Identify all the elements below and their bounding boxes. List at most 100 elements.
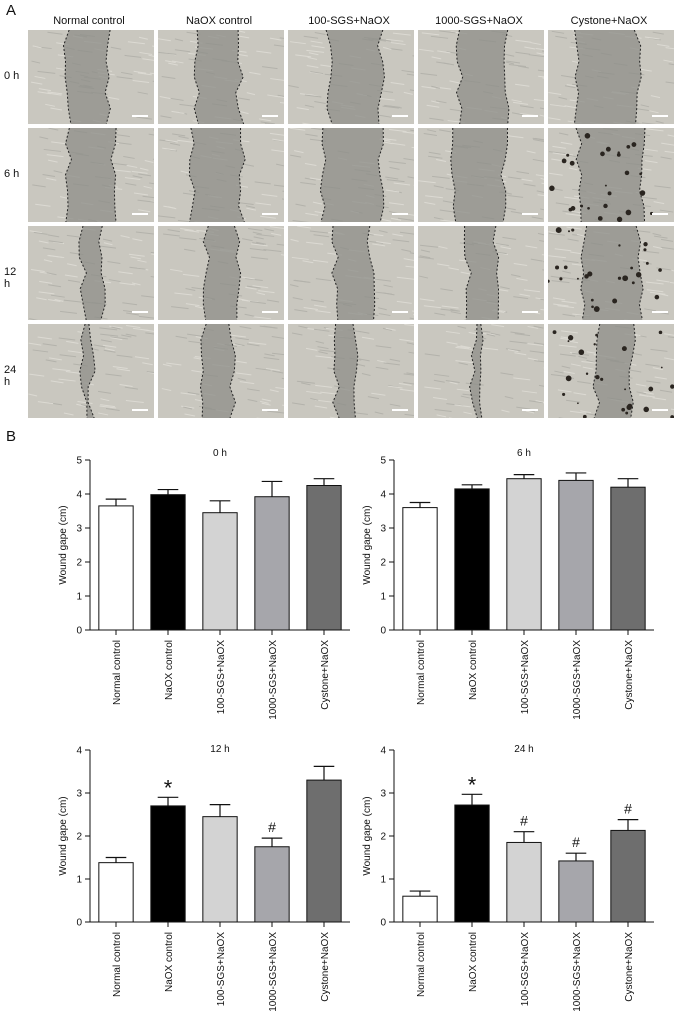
y-tick-label: 4 bbox=[380, 490, 386, 501]
bar bbox=[306, 779, 342, 923]
micrograph-image bbox=[288, 128, 414, 222]
micrograph-image bbox=[158, 324, 284, 418]
y-axis-label: Wound gape (cm) bbox=[58, 796, 69, 875]
micrograph-image bbox=[288, 226, 414, 320]
x-tick-label: NaOX control bbox=[164, 640, 175, 700]
y-tick-label: 3 bbox=[76, 524, 82, 535]
y-tick-label: 3 bbox=[380, 524, 386, 535]
y-tick-label: 1 bbox=[380, 592, 386, 603]
bar-charts: 0 1 2 3 4 5 Wound gape (cm) 0 h Normal control Na… bbox=[58, 448, 654, 1012]
x-tick-label: Cystone+NaOX bbox=[624, 640, 635, 710]
x-tick-label: 100-SGS+NaOX bbox=[216, 640, 227, 715]
micrograph-image bbox=[418, 30, 544, 124]
y-tick-label: 5 bbox=[76, 456, 82, 467]
x-tick-label: Normal control bbox=[112, 932, 123, 997]
x-tick-label: 1000-SGS+NaOX bbox=[572, 932, 583, 1012]
bar bbox=[506, 841, 542, 923]
bar bbox=[306, 485, 342, 631]
bar-chart: 0 1 2 3 4 Wound gape (cm) 24 h Normal control Na… bbox=[362, 744, 654, 1012]
y-tick-label: 5 bbox=[380, 456, 386, 467]
bar bbox=[610, 486, 646, 631]
bar bbox=[150, 494, 186, 631]
x-tick-label: Cystone+NaOX bbox=[624, 932, 635, 1002]
bar bbox=[610, 829, 646, 923]
micrograph-image bbox=[418, 226, 544, 320]
y-axis-label: Wound gape (cm) bbox=[362, 796, 373, 875]
micrograph-column-header: Normal control bbox=[53, 15, 125, 27]
micrograph-image bbox=[28, 30, 154, 124]
chart-title: 24 h bbox=[514, 744, 533, 755]
micrograph-image bbox=[158, 226, 284, 320]
y-tick-label: 1 bbox=[380, 875, 386, 886]
micrograph-image bbox=[28, 226, 154, 320]
micrograph-image bbox=[418, 128, 544, 222]
bar bbox=[506, 478, 542, 631]
y-axis-label: Wound gape (cm) bbox=[362, 505, 373, 584]
y-tick-label: 2 bbox=[380, 558, 386, 569]
micrograph-image bbox=[28, 324, 154, 418]
y-tick-label: 2 bbox=[76, 832, 82, 843]
panel-a-label: A bbox=[6, 2, 17, 19]
x-tick-label: 100-SGS+NaOX bbox=[520, 932, 531, 1007]
micrograph-image bbox=[548, 128, 674, 222]
bar bbox=[558, 479, 594, 631]
micrograph-image bbox=[28, 128, 154, 222]
micrograph-image bbox=[548, 226, 674, 320]
micrograph-image bbox=[158, 30, 284, 124]
micrograph-image bbox=[288, 324, 414, 418]
x-tick-label: Normal control bbox=[112, 640, 123, 705]
bar bbox=[254, 496, 290, 631]
y-tick-label: 2 bbox=[76, 558, 82, 569]
y-tick-label: 1 bbox=[76, 875, 82, 886]
micrograph-column-header: NaOX control bbox=[185, 15, 253, 27]
micrograph-image bbox=[418, 324, 544, 418]
micrograph-image bbox=[548, 30, 674, 124]
bar bbox=[202, 816, 238, 923]
x-tick-label: 1000-SGS+NaOX bbox=[572, 640, 583, 720]
bar bbox=[454, 804, 490, 923]
y-tick-label: 1 bbox=[76, 592, 82, 603]
y-tick-label: 3 bbox=[76, 789, 82, 800]
chart-title: 12 h bbox=[210, 744, 229, 755]
significance-mark: * bbox=[164, 775, 173, 800]
x-tick-label: 100-SGS+NaOX bbox=[520, 640, 531, 715]
bar-chart: 0 1 2 3 4 5 Wound gape (cm) 6 h Normal control Na… bbox=[362, 448, 654, 720]
x-tick-label: 1000-SGS+NaOX bbox=[268, 640, 279, 720]
significance-mark: # bbox=[520, 813, 528, 829]
panel-b-label: B bbox=[6, 428, 17, 445]
y-tick-label: 0 bbox=[380, 626, 386, 637]
y-tick-label: 2 bbox=[380, 832, 386, 843]
x-tick-label: NaOX control bbox=[468, 640, 479, 700]
micrograph-image bbox=[288, 30, 414, 124]
bar bbox=[454, 488, 490, 631]
micrograph-row-header: 6 h bbox=[4, 168, 20, 180]
bar bbox=[150, 805, 186, 923]
bar bbox=[202, 512, 238, 631]
significance-mark: # bbox=[572, 834, 580, 850]
y-tick-label: 4 bbox=[76, 746, 82, 757]
micrograph-column-header: Cystone+NaOX bbox=[570, 15, 648, 27]
x-tick-label: NaOX control bbox=[468, 932, 479, 992]
micrograph-image bbox=[548, 324, 674, 418]
y-tick-label: 4 bbox=[380, 746, 386, 757]
y-tick-label: 0 bbox=[380, 918, 386, 929]
micrograph-row-header: 12 h bbox=[4, 266, 17, 290]
micrograph-column-header: 1000-SGS+NaOX bbox=[435, 15, 523, 27]
significance-mark: # bbox=[624, 801, 632, 817]
bar-chart: 0 1 2 3 4 5 Wound gape (cm) 0 h Normal control Na… bbox=[58, 448, 350, 720]
chart-title: 6 h bbox=[517, 448, 531, 459]
y-tick-label: 0 bbox=[76, 918, 82, 929]
x-tick-label: NaOX control bbox=[164, 932, 175, 992]
significance-mark: # bbox=[268, 819, 276, 835]
micrograph-image bbox=[158, 128, 284, 222]
bar bbox=[98, 862, 134, 923]
x-tick-label: Cystone+NaOX bbox=[320, 932, 331, 1002]
x-tick-label: 100-SGS+NaOX bbox=[216, 932, 227, 1007]
y-tick-label: 0 bbox=[76, 626, 82, 637]
y-axis-label: Wound gape (cm) bbox=[58, 505, 69, 584]
x-tick-label: 1000-SGS+NaOX bbox=[268, 932, 279, 1012]
x-tick-label: Normal control bbox=[416, 932, 427, 997]
x-tick-label: Cystone+NaOX bbox=[320, 640, 331, 710]
chart-title: 0 h bbox=[213, 448, 227, 459]
bar bbox=[98, 505, 134, 631]
